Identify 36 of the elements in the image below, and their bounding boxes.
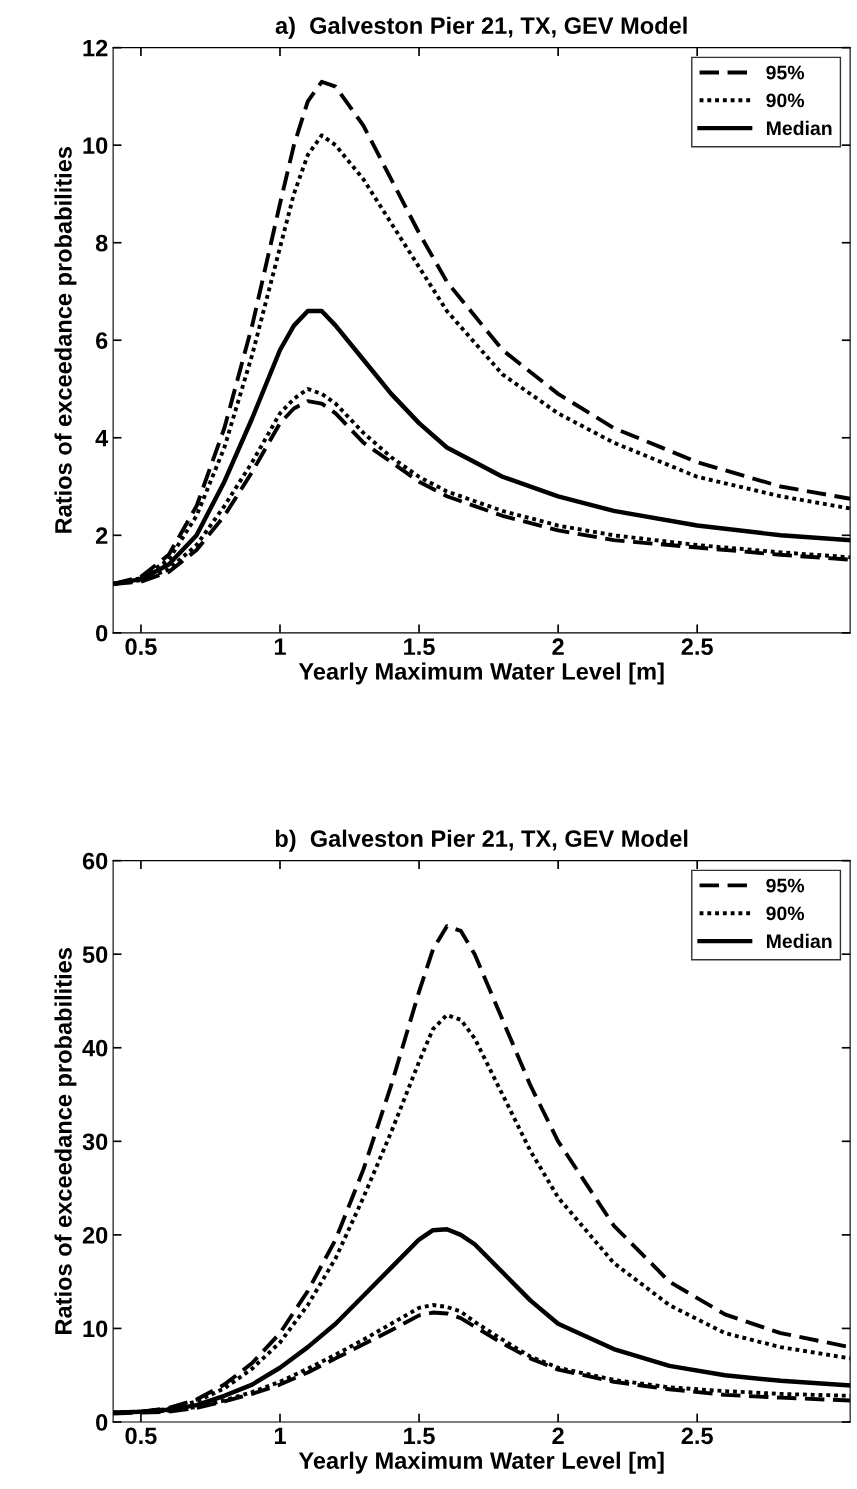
x-axis-title: Yearly Maximum Water Level [m] xyxy=(298,1451,664,1474)
legend-label: 90% xyxy=(766,93,805,108)
y-tick-label: 40 xyxy=(82,1039,108,1057)
y-tick-label: 10 xyxy=(83,137,108,154)
x-tick-label: 1.5 xyxy=(404,1427,435,1445)
chart-title: b) Galveston Pier 21, TX, GEV Model xyxy=(275,829,688,852)
x-tick-label: 1 xyxy=(274,1427,286,1444)
x-tick-label: 2 xyxy=(552,1427,564,1444)
y-tick-label: 50 xyxy=(82,946,108,963)
y-tick-label: 2 xyxy=(95,527,108,544)
y-tick-label: 6 xyxy=(96,332,108,350)
legend-label: 95% xyxy=(766,878,805,893)
legend-label: Median xyxy=(766,933,832,949)
y-tick-label: 4 xyxy=(95,430,109,447)
y-tick-label: 10 xyxy=(83,1320,108,1338)
x-tick-label: 2 xyxy=(552,638,564,655)
y-tick-label: 0 xyxy=(96,1414,108,1431)
legend-label: 90% xyxy=(766,906,805,921)
y-tick-label: 8 xyxy=(95,234,108,252)
x-tick-label: 2.5 xyxy=(681,1427,713,1445)
legend-label: 95% xyxy=(766,65,805,80)
x-tick-label: 2.5 xyxy=(681,638,713,656)
x-tick-label: 0.5 xyxy=(125,1427,157,1445)
x-tick-label: 0.5 xyxy=(125,638,157,656)
y-axis-title: Ratios of exceedance probabilities xyxy=(54,146,77,533)
y-tick-label: 30 xyxy=(82,1133,108,1151)
chart-title: a) Galveston Pier 21, TX, GEV Model xyxy=(275,16,687,39)
x-axis-title: Yearly Maximum Water Level [m] xyxy=(298,662,664,685)
y-axis-title: Ratios of exceedance probabilities xyxy=(54,948,77,1334)
x-tick-label: 1 xyxy=(274,638,286,655)
y-tick-label: 0 xyxy=(96,624,108,642)
legend-label: Median xyxy=(766,120,832,136)
x-tick-label: 1.5 xyxy=(404,638,435,656)
y-tick-label: 60 xyxy=(82,852,108,870)
y-tick-label: 20 xyxy=(82,1226,108,1244)
y-tick-label: 12 xyxy=(83,39,108,57)
